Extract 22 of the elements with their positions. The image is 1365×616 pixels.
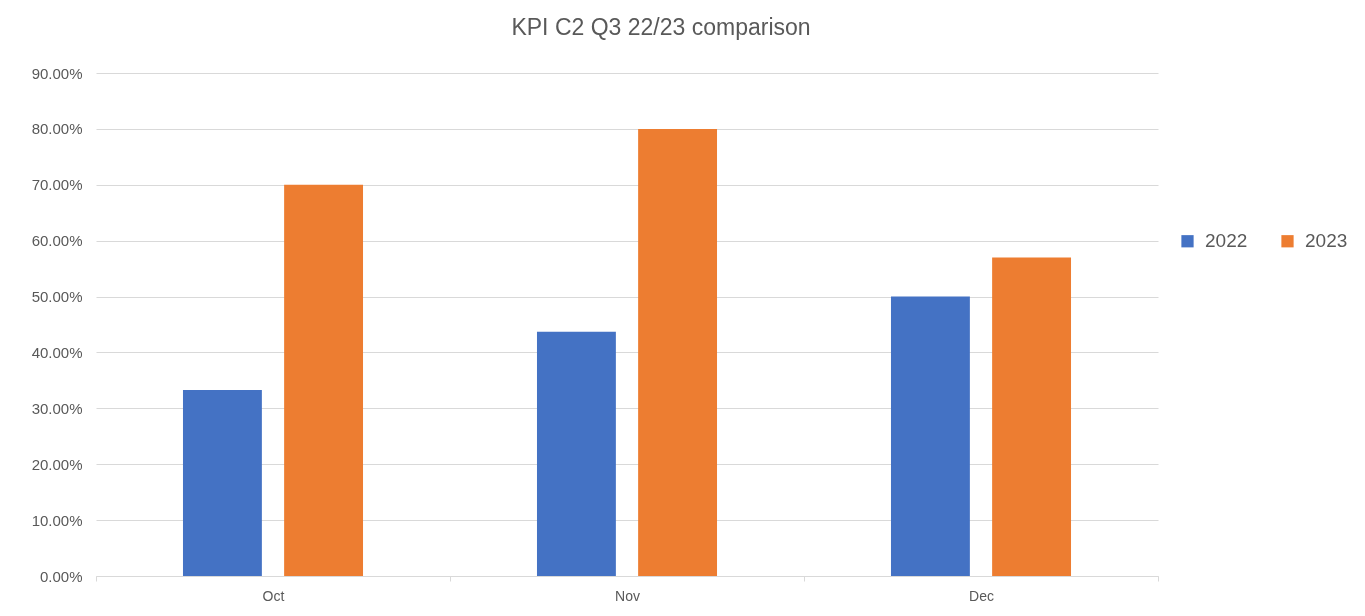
legend-label: 2023: [1305, 230, 1348, 252]
x-tick-label: Oct: [262, 587, 285, 604]
y-tick-label: 90.00%: [31, 64, 83, 82]
bar: [638, 128, 718, 576]
y-tick-label: 30.00%: [31, 399, 83, 417]
bar: [890, 296, 970, 576]
y-tick-label: 80.00%: [31, 120, 83, 138]
y-tick-label: 50.00%: [31, 288, 83, 306]
chart-title: KPI C2 Q3 22/23 comparison: [511, 14, 811, 40]
bar: [536, 331, 616, 576]
y-tick-label: 60.00%: [31, 232, 83, 250]
y-tick-label: 0.00%: [39, 567, 83, 585]
y-tick-label: 20.00%: [31, 455, 83, 473]
legend-label: 2022: [1205, 230, 1248, 252]
y-tick-label: 70.00%: [31, 176, 83, 194]
y-tick-label: 10.00%: [31, 511, 83, 529]
bar: [992, 257, 1072, 576]
x-tick-label: Nov: [615, 587, 640, 604]
y-tick-label: 40.00%: [31, 343, 83, 361]
x-tick-label: Dec: [969, 587, 994, 604]
bar: [284, 184, 364, 576]
bar: [182, 389, 262, 576]
